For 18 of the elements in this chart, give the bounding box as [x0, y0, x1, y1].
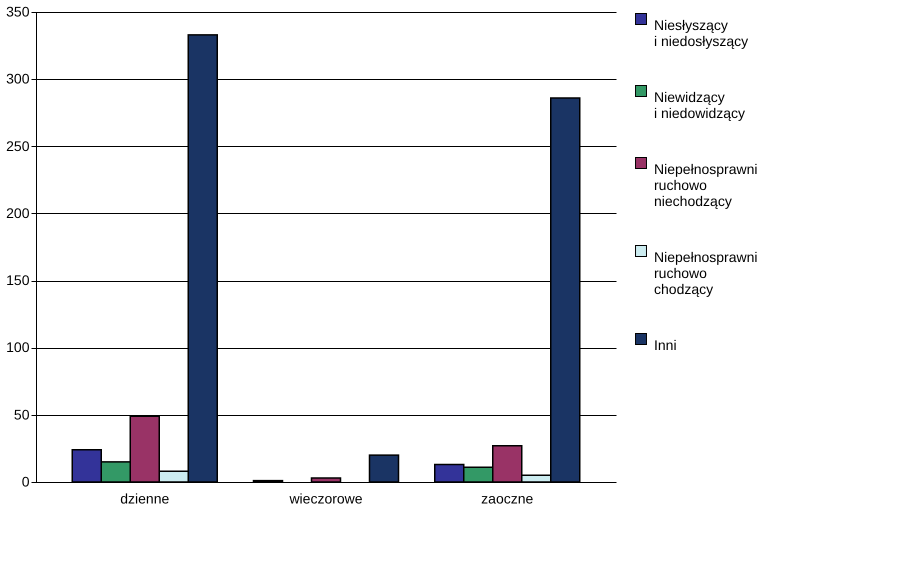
legend-label: Niepełnosprawni ruchowo chodzący: [654, 249, 758, 297]
y-tick-label: 100: [6, 339, 30, 356]
legend-label: Niesłyszący i niedosłyszący: [654, 17, 748, 49]
bar: [310, 477, 342, 483]
y-tick-label: 300: [6, 70, 30, 87]
y-tick-label: 350: [6, 4, 30, 20]
legend-label: Inni: [654, 337, 677, 353]
legend-label: Niewidzący i niedowidzący: [654, 89, 746, 121]
y-tick-label: 0: [22, 474, 30, 490]
y-tick-label: 50: [14, 406, 30, 422]
y-tick-label: 150: [6, 272, 30, 288]
x-tick-label: zaoczne: [481, 490, 534, 506]
y-tick-label: 200: [6, 204, 30, 221]
y-tick-label: 250: [6, 138, 30, 154]
legend-label: Niepełnosprawni ruchowo niechodzący: [654, 161, 758, 209]
bar: [368, 454, 400, 483]
x-tick-label: wieczorowe: [288, 490, 363, 506]
x-tick-label: dzienne: [120, 490, 170, 506]
